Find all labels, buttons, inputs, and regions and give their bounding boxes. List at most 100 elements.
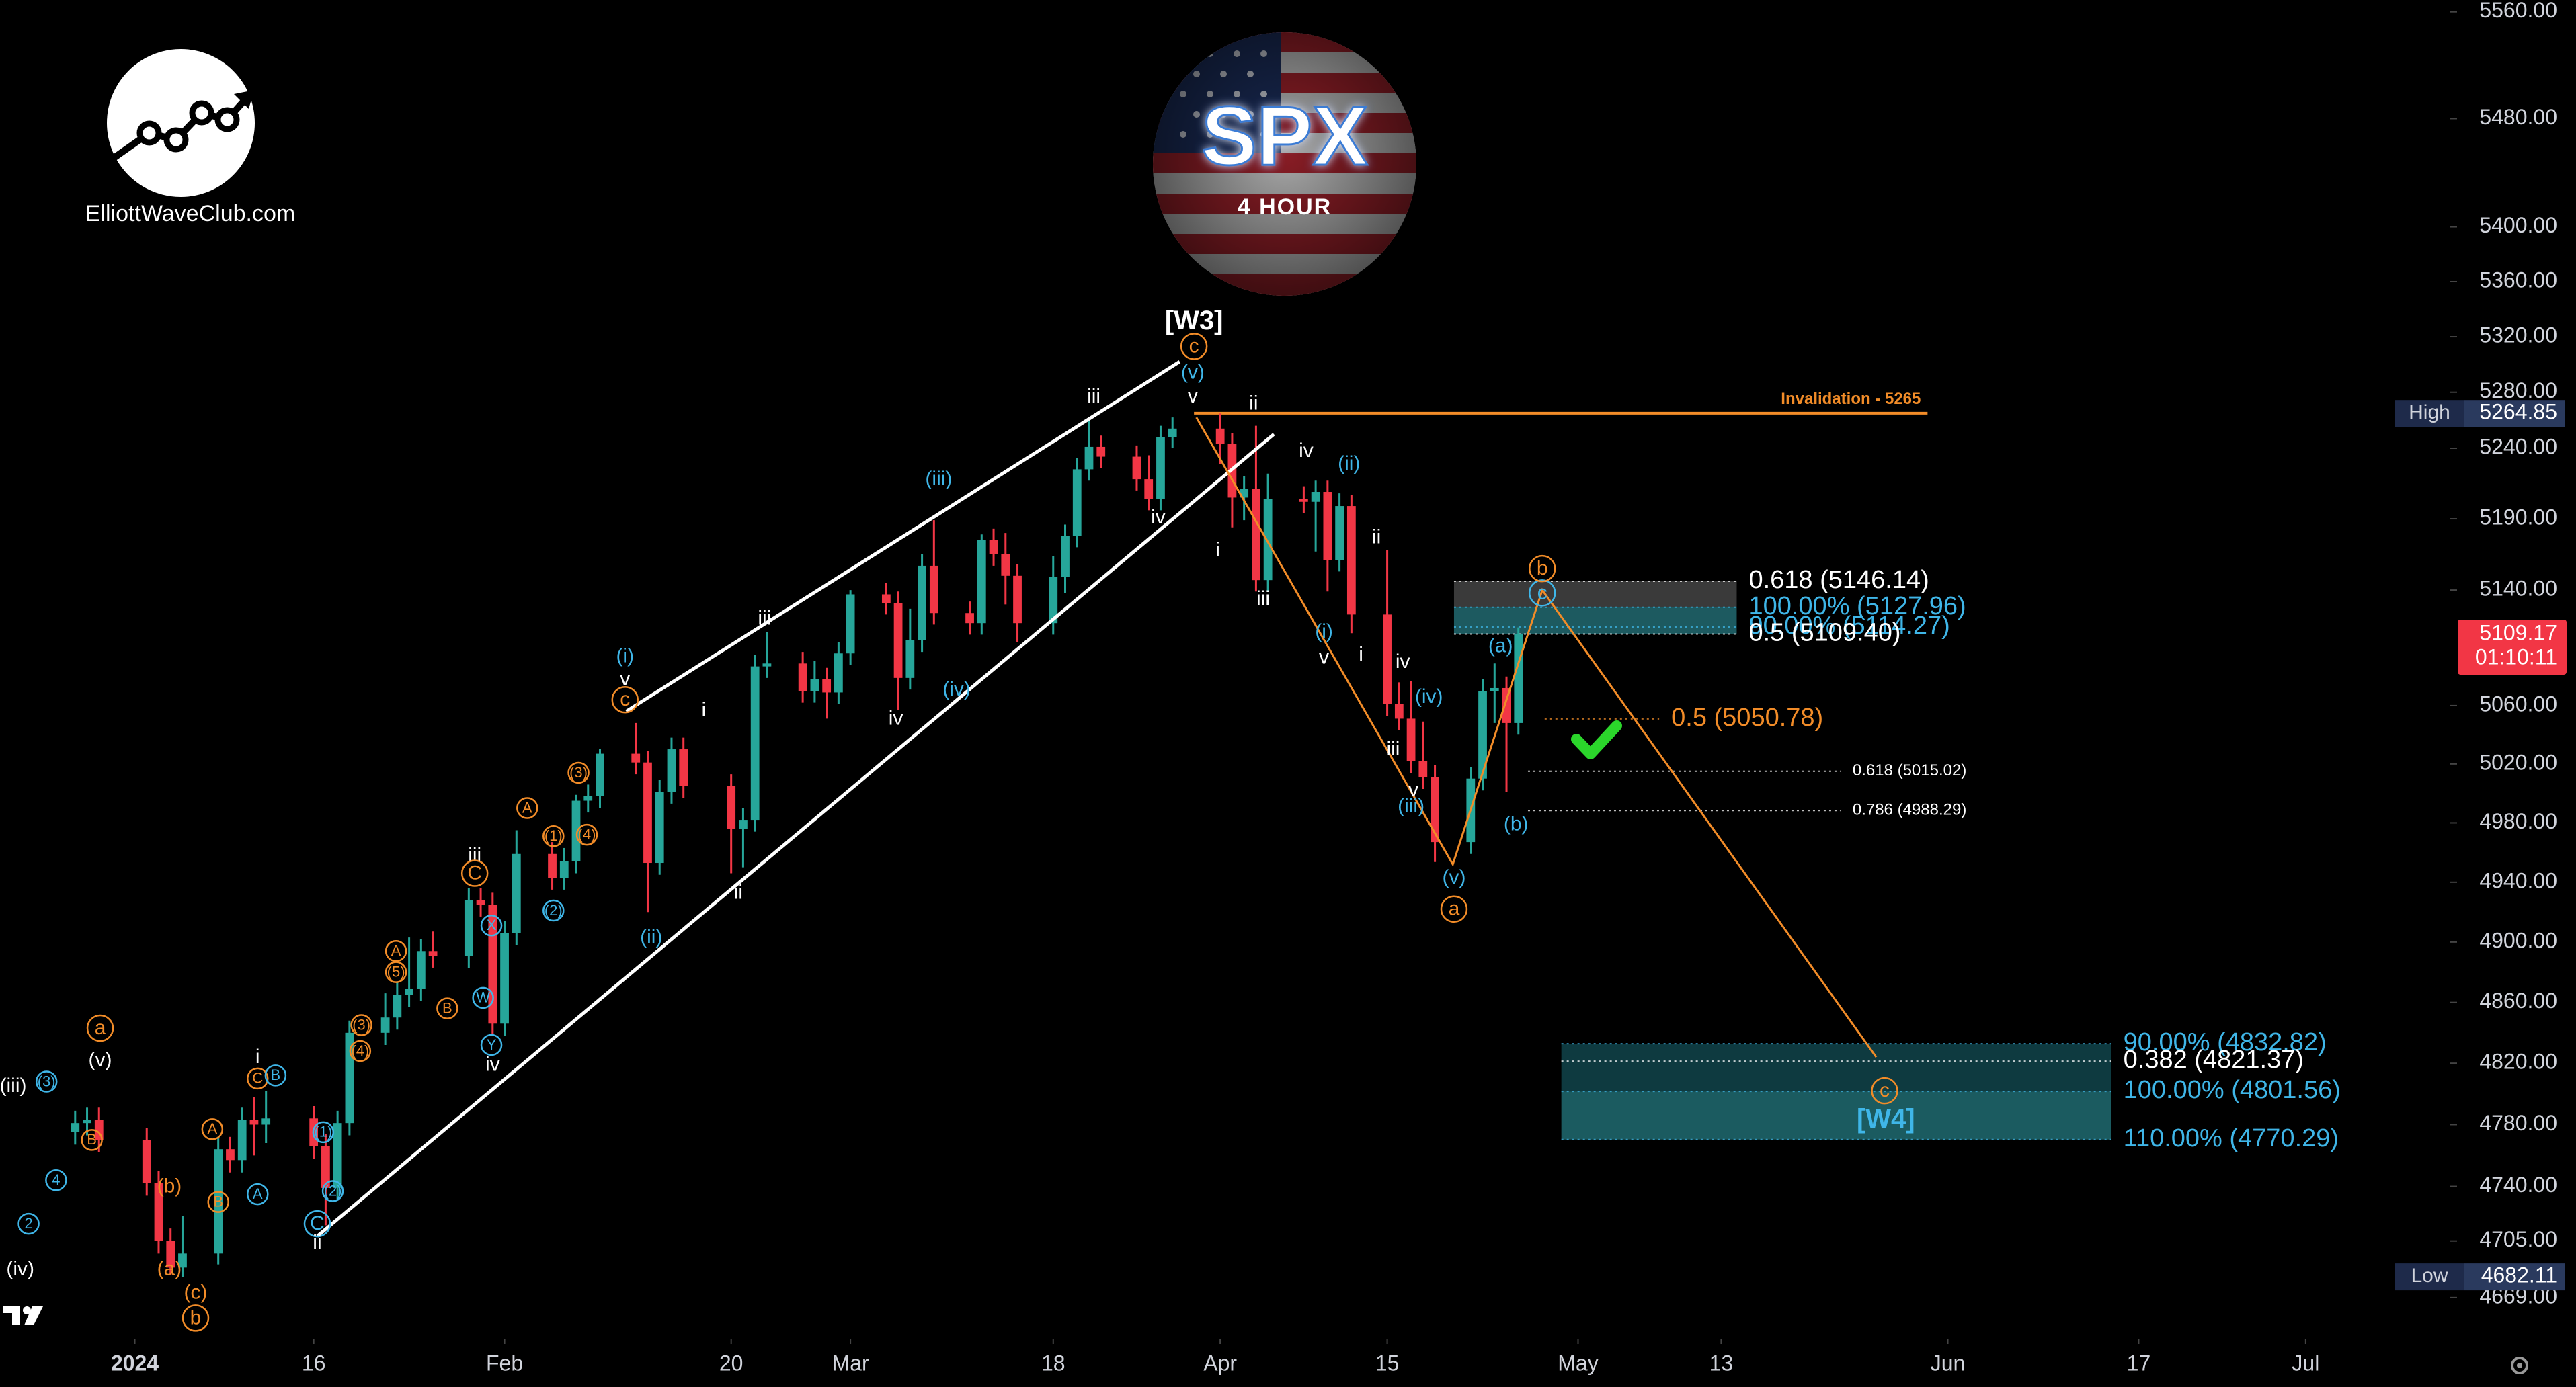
wave-label: (2) [324, 1182, 342, 1199]
last-price-value: 5109.17 [2479, 620, 2557, 644]
candle-body [822, 679, 832, 693]
wave-label: (v) [1442, 866, 1465, 888]
candle-body [428, 951, 438, 956]
y-tick-label: 4740.00 [2479, 1173, 2557, 1197]
wave-circle [542, 899, 565, 922]
candle-body [512, 853, 521, 933]
candle-body [905, 640, 915, 678]
wave-label: a [1449, 898, 1460, 920]
wave-circle [1440, 895, 1468, 923]
fib-level-label: 110.00% (4770.29) [2124, 1124, 2339, 1152]
candle-body [321, 1146, 330, 1188]
wave-circle [1529, 579, 1556, 607]
wave-label: v [1188, 385, 1198, 407]
wave-circle [575, 823, 598, 846]
wave-label: (3) [569, 764, 588, 781]
wave-label: (i) [1315, 620, 1333, 642]
wave-circle [312, 1121, 335, 1144]
candle-body [1346, 506, 1356, 615]
candle-body [237, 1120, 247, 1161]
wave-label: b [1537, 557, 1548, 579]
wave-label: (a) [1488, 634, 1513, 657]
fib-level-label: 100.00% (5127.96) [1748, 592, 1966, 620]
x-tick-label: Jul [2292, 1351, 2319, 1375]
wave-label: [W4] [1857, 1104, 1915, 1134]
y-tick-label: 5480.00 [2479, 105, 2557, 129]
x-tick-label: Apr [1203, 1351, 1237, 1375]
wave-label: (ii) [640, 926, 662, 948]
candle-body [1215, 428, 1225, 444]
y-tick-label: 5560.00 [2479, 0, 2557, 22]
x-tick-label: 2024 [111, 1351, 159, 1375]
y-tick-label: 4820.00 [2479, 1050, 2557, 1074]
candle-body [893, 603, 903, 678]
wave-circle [516, 797, 538, 819]
axes: 5560.00 5480.00 5400.00 5360.00 5320.00 5280.… [111, 0, 2567, 1375]
candle-body [596, 753, 604, 796]
wave-label: i [702, 698, 707, 720]
y-tick-label: 5360.00 [2479, 267, 2557, 292]
wave-label: iii [1386, 738, 1400, 760]
wave-label: B [213, 1193, 223, 1210]
tv-logo [3, 1306, 43, 1325]
wave-label: (iv) [942, 678, 971, 700]
candle-body [476, 900, 485, 905]
candle-body [798, 663, 807, 691]
candle-body [977, 540, 986, 624]
candle-body [559, 861, 569, 878]
x-tick-label: Mar [832, 1351, 869, 1375]
wave-label: (v) [89, 1049, 112, 1071]
wave-label: iv [889, 707, 903, 729]
wave-label: iv [1151, 506, 1166, 528]
candle-body [583, 796, 593, 801]
y-tick-label: 4940.00 [2479, 868, 2557, 892]
wave-label: (4) [578, 826, 596, 843]
candle-body [929, 565, 938, 614]
candle-body [1394, 704, 1404, 719]
wave-circle [385, 940, 407, 962]
candle-body [667, 749, 676, 792]
fib-zone [1561, 1044, 2111, 1092]
candle-body [226, 1149, 235, 1161]
wave-label: (1) [545, 827, 563, 844]
wave-label: ii [1249, 392, 1258, 414]
wave-label: (b) [157, 1175, 182, 1197]
wave-label: i [255, 1046, 260, 1068]
wave-label: (1) [314, 1124, 332, 1140]
y-tick-label: 4780.00 [2479, 1111, 2557, 1135]
candle-body [739, 820, 748, 829]
wave-label: iii [758, 607, 771, 630]
candle-body [1168, 428, 1177, 437]
high-label-box [2395, 400, 2464, 427]
candle-body [750, 666, 760, 821]
wave-label: (2) [545, 902, 563, 919]
y-tick-label: 4705.00 [2479, 1227, 2557, 1251]
candle-body [1084, 446, 1094, 470]
fib-level-label: 90.00% (5114.27) [1748, 612, 1949, 640]
candle-body [380, 1017, 390, 1033]
y-tick-label: 5020.00 [2479, 750, 2557, 774]
wave-label: iv [1299, 439, 1314, 462]
wave-circle [350, 1014, 372, 1036]
wave-label: C [310, 1212, 325, 1234]
x-tick-label: Feb [486, 1351, 523, 1375]
settings-icon[interactable] [2511, 1357, 2528, 1374]
brand-text: ElliottWaveClub.com [85, 201, 295, 226]
wave-label: 4 [52, 1171, 60, 1188]
brand-logo [107, 49, 255, 197]
candle-body [1299, 499, 1308, 502]
y-tick-label: 4860.00 [2479, 989, 2557, 1013]
wave-label: [W3] [1165, 306, 1223, 335]
plot-area: 0.618 (5146.14)100.00% (5127.96)90.00% (… [0, 306, 2341, 1332]
fib-zone [1453, 607, 1737, 634]
wave-label: (ii) [1338, 452, 1360, 474]
candle-body [71, 1123, 80, 1132]
candle-body [727, 786, 736, 829]
invalidation-label: Invalidation - 5265 [1781, 390, 1921, 408]
wave-label: (iv) [6, 1258, 34, 1280]
y-tick-label: 5190.00 [2479, 505, 2557, 529]
x-tick-label: 18 [1041, 1351, 1065, 1375]
last-price-box [2458, 619, 2567, 675]
low-value: 4682.11 [2481, 1263, 2557, 1288]
candle-body [1431, 777, 1439, 843]
